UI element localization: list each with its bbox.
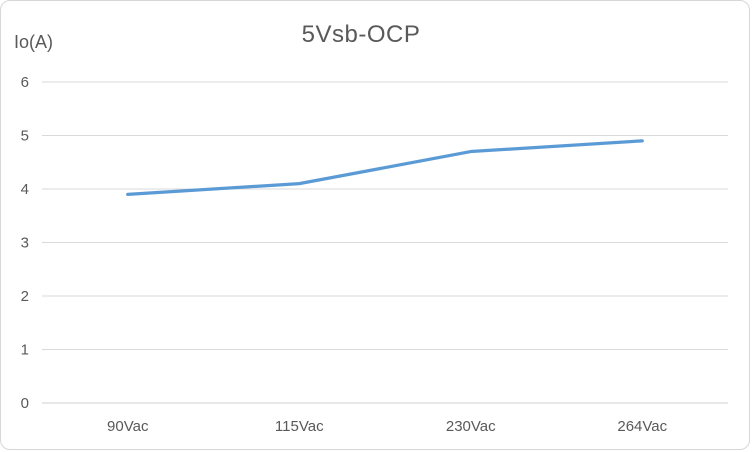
y-tick-label: 0 bbox=[21, 395, 29, 412]
data-series-line bbox=[126, 139, 644, 196]
x-axis-label: 264Vac bbox=[617, 418, 667, 435]
y-tick-label: 1 bbox=[21, 342, 29, 359]
y-tick-label: 6 bbox=[21, 74, 29, 91]
y-tick-label: 2 bbox=[21, 288, 29, 305]
y-axis-unit-label: Io(A) bbox=[14, 32, 54, 52]
y-tick-label: 4 bbox=[21, 181, 29, 198]
x-axis-label: 90Vac bbox=[107, 418, 149, 435]
y-tick-label: 3 bbox=[21, 235, 29, 252]
x-axis-label: 115Vac bbox=[275, 418, 324, 435]
chart-title: 5Vsb-OCP bbox=[301, 21, 421, 48]
y-tick-label: 5 bbox=[21, 128, 29, 145]
x-axis-label: 230Vac bbox=[446, 418, 496, 435]
